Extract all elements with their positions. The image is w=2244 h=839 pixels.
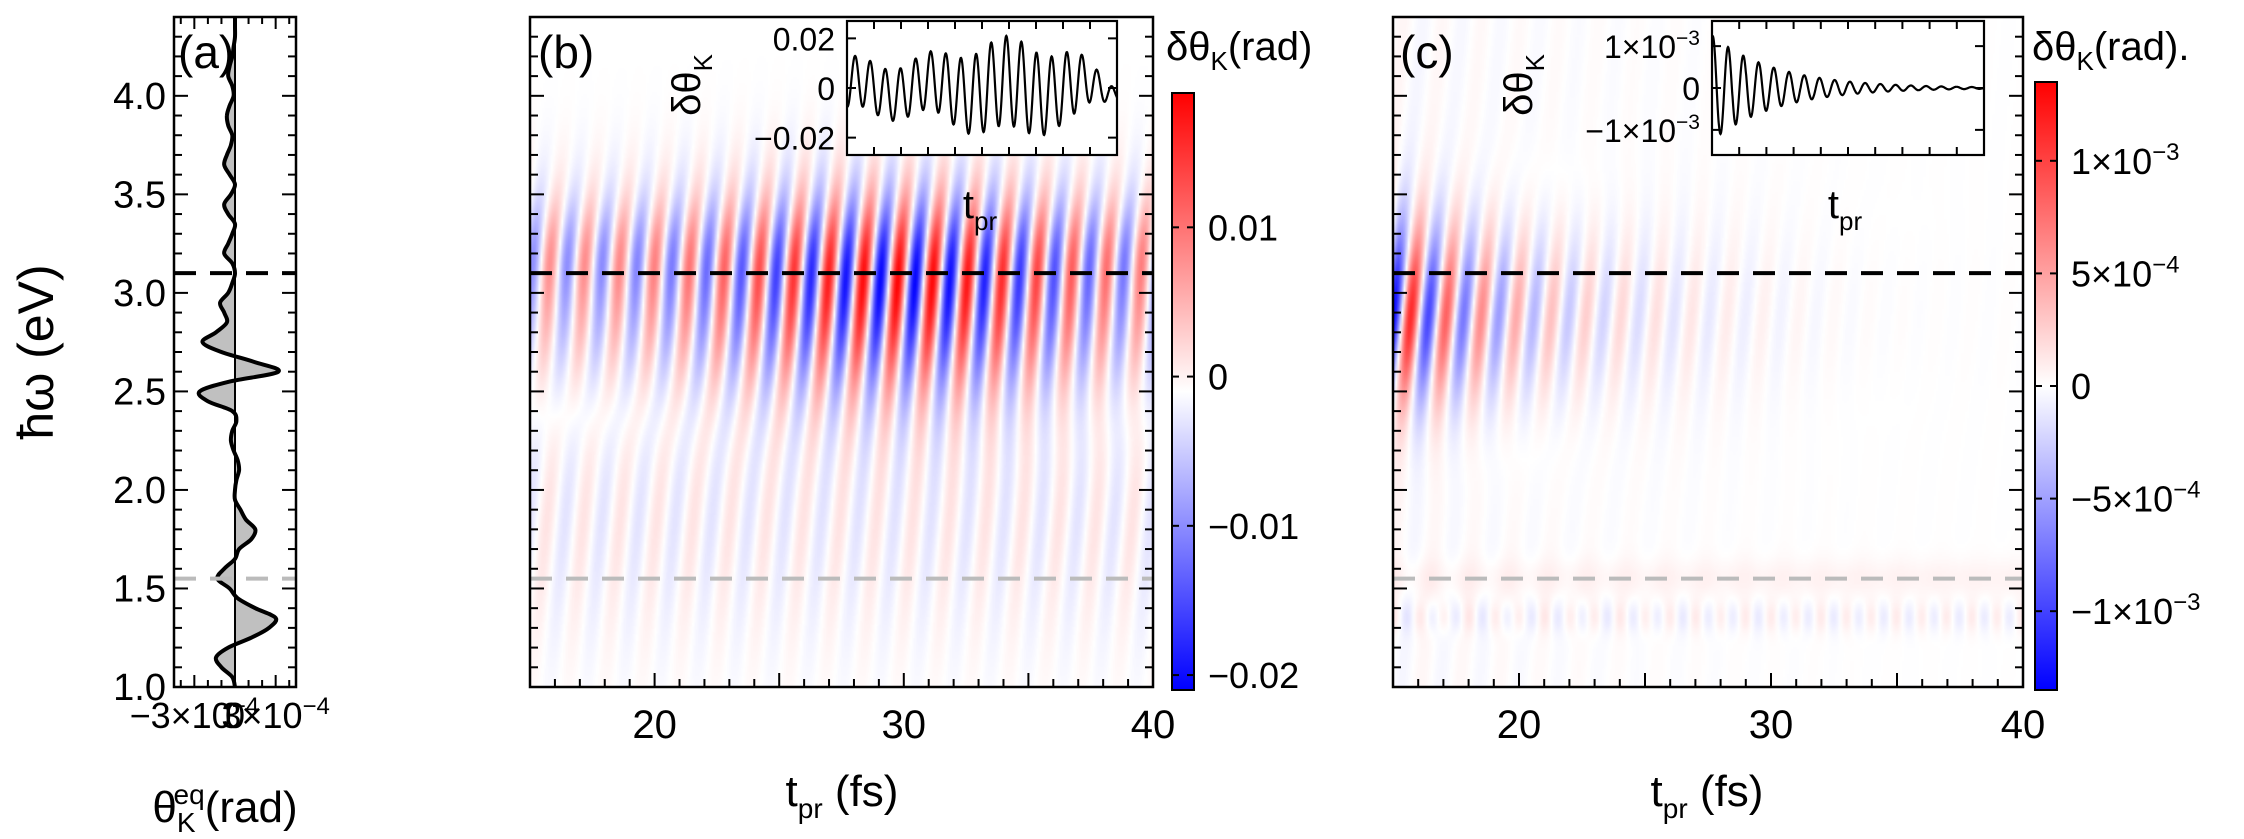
colorbar-tick-label: −5×10−4 xyxy=(2071,477,2201,520)
colorbar-b-bar xyxy=(1171,92,1195,691)
panel-c: 20 30 40 (c) tpr (fs) 1×10−3 0 −1×10−3 δθK t… xyxy=(1391,15,2201,824)
panel-a-y-tick-label: 1.5 xyxy=(113,568,166,610)
colorbar-b-ticks: 0.01 0 −0.01 −0.02 xyxy=(1172,207,1299,696)
panel-a-y-tick-label: 3.0 xyxy=(113,273,166,315)
panel-a-y-ticks: 1.0 1.5 2.0 2.5 3.0 3.5 4.0 xyxy=(113,16,296,709)
colorbar-tick-label: 0.01 xyxy=(1208,207,1278,248)
colorbar-c: 1×10−3 5×10−4 0 −5×10−4 −1×10−3 δθK(rad). xyxy=(2032,25,2201,691)
inset-tick-label: 0 xyxy=(1682,71,1700,107)
colorbar-b: 0.01 0 −0.01 −0.02 δθK(rad) xyxy=(1166,25,1312,696)
inset-b-bg xyxy=(847,21,1117,155)
panel-b-x-tick-label: 30 xyxy=(882,703,927,747)
colorbar-c-ticks: 1×10−3 5×10−4 0 −5×10−4 −1×10−3 xyxy=(2035,139,2201,632)
panel-c-x-tick-label: 30 xyxy=(1749,703,1794,747)
inset-tick-label: 1×10−3 xyxy=(1604,27,1700,65)
panel-a-x-ticks: −3×10−403×10−4 xyxy=(130,17,330,736)
colorbar-tick-label: −0.02 xyxy=(1208,655,1299,696)
inset-b: 0.02 0 −0.02 δθK tpr xyxy=(665,19,1119,236)
panel-b-x-tick-label: 20 xyxy=(632,703,677,747)
panel-a-y-tick-label: 2.5 xyxy=(113,371,166,413)
inset-tick-label: 0 xyxy=(817,71,835,107)
panel-c-y-ticks xyxy=(1393,16,2023,688)
panel-b-label: (b) xyxy=(538,26,594,78)
inset-c: 1×10−3 0 −1×10−3 δθK tpr xyxy=(1497,19,1986,236)
panel-b-x-axis-label: tpr (fs) xyxy=(786,767,899,824)
colorbar-tick-label: 0 xyxy=(1208,357,1228,398)
panel-a-y-tick-label: 4.0 xyxy=(113,76,166,118)
panel-a-y-axis-label: ħω (eV) xyxy=(8,264,64,439)
panel-c-x-tick-label: 20 xyxy=(1497,703,1542,747)
inset-b-x-label: tpr xyxy=(963,183,998,236)
panel-a-y-tick-label: 2.0 xyxy=(113,470,166,512)
colorbar-c-label: δθK(rad). xyxy=(2032,25,2189,76)
inset-b-trace xyxy=(847,34,1117,137)
panel-c-label: (c) xyxy=(1400,26,1454,78)
panel-a: 1.0 1.5 2.0 2.5 3.0 3.5 4.0 −3×10−403×10−4 (a)… xyxy=(8,15,330,838)
panel-c-x-axis-label: tpr (fs) xyxy=(1651,767,1764,824)
colorbar-tick-label: −0.01 xyxy=(1208,506,1299,547)
panel-a-label: (a) xyxy=(178,26,234,78)
panel-a-y-tick-label: 1.0 xyxy=(113,667,166,709)
panel-c-x-ticks: 20 30 40 xyxy=(1417,673,2046,747)
inset-tick-label: −0.02 xyxy=(754,121,835,157)
colorbar-tick-label: −1×10−3 xyxy=(2071,589,2201,632)
inset-b-y-label: δθK xyxy=(665,53,718,116)
inset-tick-label: 0.02 xyxy=(773,21,835,57)
panel-a-curve xyxy=(196,17,281,687)
panel-b-y-ticks xyxy=(530,16,1153,688)
panel-a-y-tick-label: 3.5 xyxy=(113,174,166,216)
colorbar-tick-label: 5×10−4 xyxy=(2071,251,2179,294)
panel-a-x-tick-label: −3×10−4 xyxy=(130,693,259,736)
panel-a-x-tick-label: 0 xyxy=(225,695,245,736)
panel-c-x-tick-label: 40 xyxy=(2001,703,2046,747)
inset-b-ticks: 0.02 0 −0.02 xyxy=(754,21,1117,157)
inset-tick-label: −1×10−3 xyxy=(1585,111,1700,149)
colorbar-tick-label: 1×10−3 xyxy=(2071,139,2179,182)
panel-b: 20 30 40 (b) tpr (fs) 0.02 0 −0.02 δθK tpr 0… xyxy=(528,15,1312,824)
colorbar-b-label: δθK(rad) xyxy=(1166,25,1312,76)
panel-a-x-tick-label: 3×10−4 xyxy=(221,693,329,736)
inset-c-y-label: δθK xyxy=(1497,53,1550,116)
inset-c-ticks: 1×10−3 0 −1×10−3 xyxy=(1585,21,1984,155)
inset-c-x-label: tpr xyxy=(1828,183,1863,236)
colorbar-tick-label: 0 xyxy=(2071,366,2091,407)
inset-c-trace xyxy=(1712,35,1984,136)
panel-b-x-ticks: 20 30 40 xyxy=(553,673,1176,747)
panel-a-fill xyxy=(198,17,279,687)
panel-a-x-axis-label: θKeq(rad) xyxy=(152,779,297,838)
panel-b-x-tick-label: 40 xyxy=(1131,703,1176,747)
